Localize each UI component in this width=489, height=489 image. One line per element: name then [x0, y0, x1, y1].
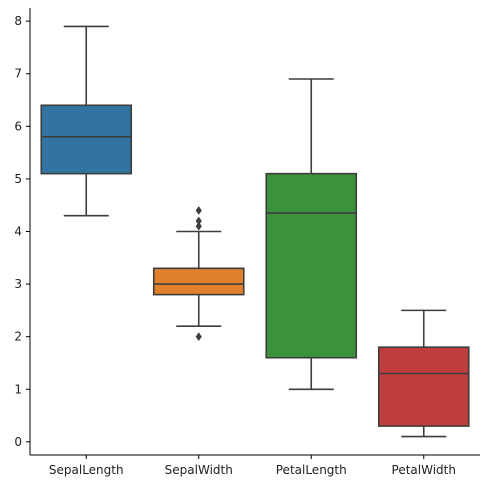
y-ticks: 0 1 2 3 4 5 6 7 8	[14, 14, 30, 449]
y-tick-label: 6	[14, 119, 22, 133]
outlier-point	[195, 332, 202, 342]
y-tick-label: 3	[14, 277, 22, 291]
y-tick-label: 2	[14, 330, 22, 344]
outlier-point	[195, 221, 202, 231]
x-tick-label: PetalWidth	[392, 463, 456, 477]
box-iqr	[40, 104, 133, 175]
x-tick-label: SepalLength	[49, 463, 124, 477]
box-group-sepalwidth	[152, 206, 245, 342]
box-iqr	[377, 346, 470, 427]
x-ticks: SepalLength SepalWidth PetalLength PetalWid…	[49, 455, 456, 477]
y-tick-label: 1	[14, 382, 22, 396]
y-tick-label: 5	[14, 172, 22, 186]
box-group-sepallength	[40, 25, 133, 217]
outlier-point	[195, 216, 202, 226]
x-tick-label: PetalLength	[276, 463, 347, 477]
box-group-petalwidth	[377, 309, 470, 438]
y-tick-label: 4	[14, 225, 22, 239]
outlier-point	[195, 206, 202, 215]
y-tick-label: 8	[14, 14, 22, 28]
x-tick-label: SepalWidth	[165, 463, 233, 477]
box-iqr	[152, 267, 245, 296]
y-tick-label: 0	[14, 435, 22, 449]
box-iqr	[265, 172, 358, 359]
box-group-petallength	[265, 78, 358, 391]
boxes-layer	[40, 25, 470, 438]
y-tick-label: 7	[14, 67, 22, 81]
